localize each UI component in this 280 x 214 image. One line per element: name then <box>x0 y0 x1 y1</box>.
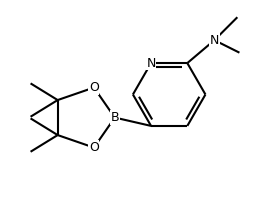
Text: B: B <box>111 111 119 124</box>
Text: N: N <box>210 34 219 47</box>
Text: N: N <box>146 56 156 70</box>
Text: O: O <box>89 141 99 154</box>
Text: O: O <box>89 81 99 94</box>
